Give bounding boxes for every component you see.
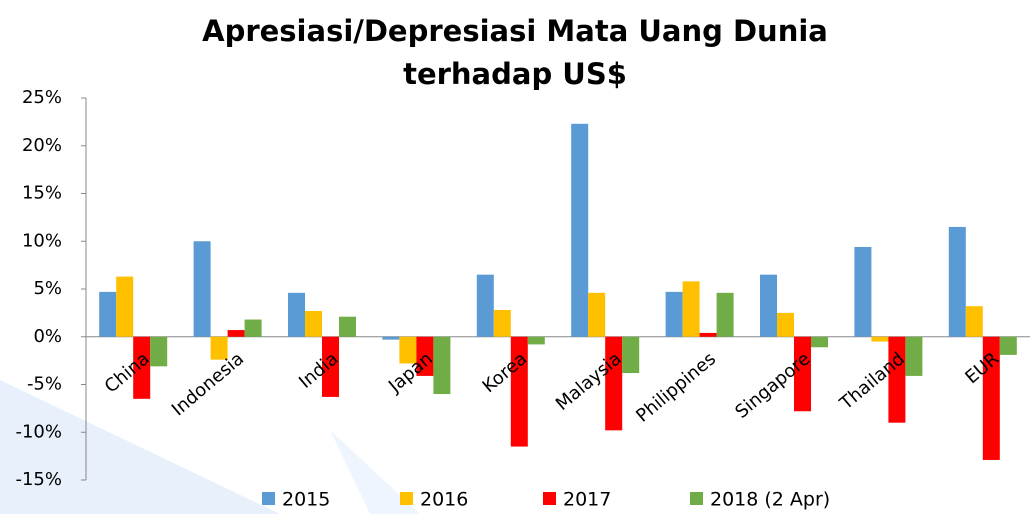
bar bbox=[116, 276, 134, 337]
bar bbox=[794, 336, 811, 412]
legend-swatch bbox=[690, 492, 703, 505]
bar bbox=[682, 281, 700, 337]
bar bbox=[716, 292, 734, 337]
bar bbox=[777, 312, 794, 337]
legend-swatch bbox=[543, 492, 556, 505]
bar bbox=[382, 336, 400, 340]
legend-label: 2018 (2 Apr) bbox=[710, 489, 830, 511]
bar bbox=[527, 336, 545, 345]
bar bbox=[605, 336, 623, 431]
bar bbox=[210, 336, 228, 360]
y-tick-label: 25% bbox=[22, 87, 62, 108]
legend-label: 2015 bbox=[282, 489, 330, 511]
bar bbox=[905, 336, 923, 376]
bar bbox=[510, 336, 528, 447]
background-shape bbox=[330, 430, 420, 514]
bar bbox=[622, 336, 640, 374]
bar bbox=[965, 306, 983, 337]
bar bbox=[476, 274, 494, 337]
x-tick-label: Philippines bbox=[632, 348, 720, 426]
background-shape bbox=[0, 380, 280, 514]
legend-swatch bbox=[400, 492, 413, 505]
bar bbox=[433, 336, 451, 395]
y-tick-label: -10% bbox=[15, 421, 62, 442]
y-tick-label: 10% bbox=[22, 230, 62, 251]
bar bbox=[811, 336, 828, 348]
y-tick-label: 15% bbox=[22, 183, 62, 204]
y-tick-label: 5% bbox=[33, 278, 62, 299]
x-tick-label: Indonesia bbox=[168, 348, 248, 420]
bar bbox=[193, 241, 211, 337]
chart-title: Apresiasi/Depresiasi Mata Uang Dunia bbox=[202, 14, 828, 48]
bar bbox=[760, 274, 777, 337]
bar bbox=[227, 330, 245, 337]
bar bbox=[493, 310, 511, 337]
bar bbox=[99, 291, 117, 337]
y-tick-label: -15% bbox=[15, 469, 62, 490]
bar bbox=[305, 310, 322, 337]
bar bbox=[288, 292, 305, 337]
bar bbox=[244, 319, 262, 337]
bar bbox=[888, 336, 906, 423]
bar bbox=[339, 316, 356, 337]
legend-swatch bbox=[262, 492, 275, 505]
chart-title: terhadap US$ bbox=[403, 57, 627, 91]
bar bbox=[982, 336, 1000, 460]
y-tick-label: -5% bbox=[27, 374, 62, 395]
bar bbox=[322, 336, 339, 397]
bar bbox=[588, 292, 606, 337]
legend-label: 2017 bbox=[563, 489, 611, 511]
bar bbox=[699, 332, 717, 337]
bar bbox=[871, 336, 889, 342]
bar bbox=[948, 226, 966, 337]
bar bbox=[665, 291, 683, 337]
y-tick-label: 0% bbox=[33, 326, 62, 347]
bar bbox=[571, 123, 589, 337]
y-tick-label: 20% bbox=[22, 135, 62, 156]
legend-label: 2016 bbox=[420, 489, 468, 511]
bar bbox=[133, 336, 151, 399]
bar bbox=[399, 336, 417, 364]
bar bbox=[999, 336, 1017, 355]
bar bbox=[150, 336, 168, 367]
bar bbox=[416, 336, 434, 376]
bar bbox=[854, 246, 872, 337]
